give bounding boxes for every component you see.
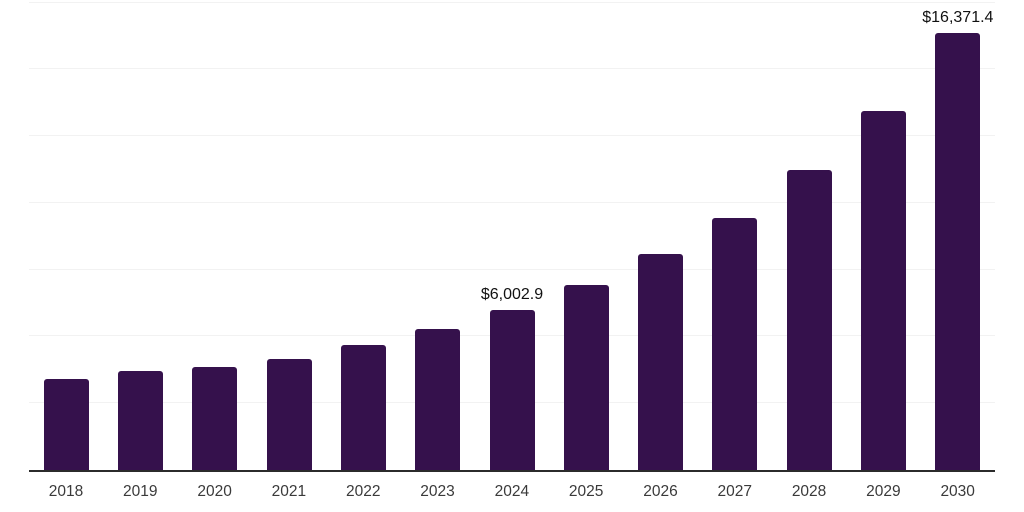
x-tick-label-2030: 2030 <box>940 483 975 500</box>
x-tick-label-2023: 2023 <box>420 483 455 500</box>
x-axis-line <box>29 470 995 472</box>
bar-2022 <box>340 345 386 470</box>
x-tick-label-2024: 2024 <box>494 483 530 500</box>
x-tick-label-2026: 2026 <box>643 483 678 500</box>
bar-2019 <box>117 371 163 470</box>
bar-2028 <box>786 170 832 470</box>
gridline-10000 <box>29 201 995 203</box>
value-label-2030: $16,371.4 <box>922 8 994 26</box>
x-tick-label-2022: 2022 <box>345 483 381 500</box>
x-tick-label-2025: 2025 <box>568 483 604 500</box>
x-tick-label-2028: 2028 <box>791 483 827 500</box>
bar-2026 <box>638 253 684 470</box>
gridline-12500 <box>29 135 995 137</box>
x-tick-label-2019: 2019 <box>123 483 158 500</box>
bar-2030 <box>935 32 981 470</box>
bar-2027 <box>712 218 758 470</box>
x-tick-label-2021: 2021 <box>271 483 307 500</box>
plot-area: $6,002.9 $16,371.4 <box>29 0 995 472</box>
bar-2023 <box>415 328 461 470</box>
gridline-7500 <box>29 268 995 270</box>
bar-2029 <box>861 110 907 470</box>
x-tick-label-2027: 2027 <box>717 483 752 500</box>
x-tick-label-2018: 2018 <box>48 483 84 500</box>
bar-2020 <box>192 367 238 470</box>
bar-2025 <box>563 284 609 470</box>
gridline-15000 <box>29 68 995 70</box>
gridline-17500 <box>29 1 995 3</box>
x-tick-label-2020: 2020 <box>197 483 232 500</box>
value-label-2024: $6,002.9 <box>480 285 544 303</box>
bar-2024 <box>489 309 535 470</box>
x-tick-label-2029: 2029 <box>866 483 901 500</box>
bar-2021 <box>266 358 312 470</box>
bar-2018 <box>43 379 89 470</box>
